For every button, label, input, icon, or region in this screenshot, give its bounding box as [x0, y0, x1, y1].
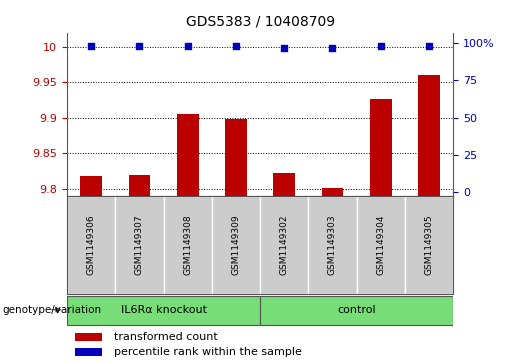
Bar [273, 173, 295, 196]
Bar [405, 196, 453, 294]
Bar [177, 114, 198, 196]
Text: GSM1149302: GSM1149302 [280, 215, 289, 275]
Bar [260, 196, 308, 294]
Text: GSM1149309: GSM1149309 [231, 215, 241, 276]
Point [376, 43, 385, 49]
Bar [418, 75, 440, 196]
Bar [212, 196, 260, 294]
Bar [260, 295, 453, 325]
Bar [80, 176, 102, 196]
Text: percentile rank within the sample: percentile rank within the sample [114, 347, 302, 357]
Bar [129, 175, 150, 196]
Bar [75, 333, 102, 341]
Bar [115, 196, 163, 294]
Point [183, 43, 192, 49]
Point [425, 43, 433, 49]
Point [280, 45, 288, 50]
Text: GSM1149305: GSM1149305 [424, 215, 434, 276]
Bar [67, 295, 260, 325]
Text: IL6Rα knockout: IL6Rα knockout [121, 305, 207, 315]
Text: GSM1149308: GSM1149308 [183, 215, 192, 276]
Text: GSM1149304: GSM1149304 [376, 215, 385, 275]
Bar [225, 119, 247, 196]
Bar [163, 196, 212, 294]
Text: transformed count: transformed count [114, 332, 218, 342]
Bar [308, 196, 356, 294]
Title: GDS5383 / 10408709: GDS5383 / 10408709 [185, 15, 335, 29]
Text: GSM1149307: GSM1149307 [135, 215, 144, 276]
Text: genotype/variation: genotype/variation [3, 305, 101, 315]
Text: GSM1149303: GSM1149303 [328, 215, 337, 276]
Point [87, 43, 95, 49]
Bar [356, 196, 405, 294]
Bar [67, 196, 115, 294]
Bar [370, 99, 391, 196]
Text: control: control [337, 305, 376, 315]
Text: GSM1149306: GSM1149306 [87, 215, 96, 276]
Point [135, 43, 144, 49]
Point [329, 45, 337, 50]
Point [232, 43, 240, 49]
Bar [75, 348, 102, 356]
Bar [322, 188, 344, 196]
